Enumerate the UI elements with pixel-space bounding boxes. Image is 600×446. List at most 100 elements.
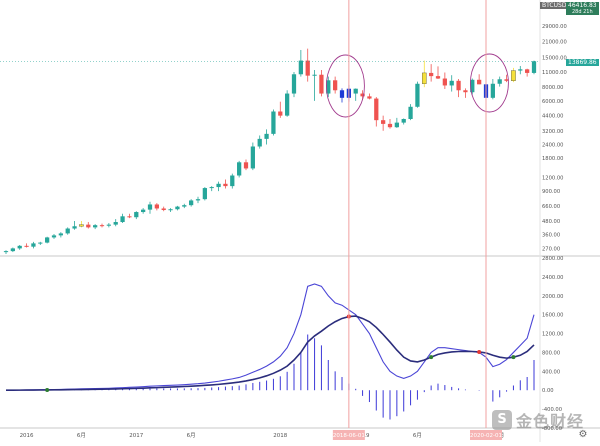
candle-body <box>154 204 159 209</box>
macd-axis-tick-label: 1600.00 <box>542 313 563 319</box>
highlight-ellipse <box>325 54 365 118</box>
watermark-text: 金色财经 <box>516 412 585 431</box>
price-axis-tick-label: 8000.00 <box>542 85 563 91</box>
candle-body <box>285 93 290 116</box>
cross-marker <box>477 349 482 354</box>
time-axis-tick-label: 6月 <box>413 432 422 439</box>
bar-countdown: 28d 21h <box>571 9 593 15</box>
price-axis-tick-label: 21000.00 <box>542 39 567 45</box>
candle-body <box>339 90 345 98</box>
candle-body <box>31 243 36 247</box>
candle-body <box>470 79 475 93</box>
candle-body <box>86 224 91 228</box>
candle-body <box>72 226 77 229</box>
candle-body <box>511 70 516 81</box>
time-axis-tick-label: 2018 <box>273 433 287 439</box>
watermark: S 金色财经 <box>492 408 584 432</box>
candle-body <box>99 225 105 227</box>
date-marker-bg <box>470 430 502 440</box>
candle-body <box>38 242 43 244</box>
candle-body <box>161 208 166 211</box>
candle-body <box>305 60 310 76</box>
candle-body <box>93 225 98 228</box>
candle-body <box>408 106 413 120</box>
price-axis-tick-label: 4400.00 <box>542 114 563 120</box>
candle-body <box>278 111 283 116</box>
time-axis-tick-label: 6月 <box>77 432 86 439</box>
candle-body <box>497 79 502 84</box>
candle-body <box>264 133 269 139</box>
candle-body <box>141 209 146 213</box>
candle-body <box>168 209 173 211</box>
macd-axis-tick-label: 800.00 <box>542 350 560 356</box>
macd-axis-tick-label: 1200.00 <box>542 332 563 338</box>
time-axis-tick-label: 6月 <box>187 432 196 439</box>
candle-body <box>230 175 235 187</box>
price-axis-tick-label: 1800.00 <box>542 156 563 162</box>
candle-body <box>525 69 530 73</box>
price-axis-tick-label: 900.00 <box>542 189 560 195</box>
price-axis-tick-label: 3200.00 <box>542 129 563 135</box>
candle-body <box>10 248 15 252</box>
price-axis-tick-label: 11000.00 <box>542 70 567 76</box>
macd-axis-tick-label: 2400.00 <box>542 275 563 281</box>
price-axis-tick-label: 660.00 <box>542 204 560 210</box>
candle-body <box>134 212 139 218</box>
candle-body <box>415 83 420 107</box>
candle-body <box>463 90 468 93</box>
candle-body <box>175 206 180 210</box>
candle-body <box>435 76 441 79</box>
price-axis-tick-label: 29000.00 <box>542 24 567 30</box>
macd-axis-tick-label: 2000.00 <box>542 294 563 300</box>
price-axis-tick-label: 15000.00 <box>542 55 567 61</box>
macd-axis-tick-label: -800.00 <box>542 426 562 432</box>
candle-body <box>257 138 262 147</box>
macd-axis-tick-label: -400.00 <box>542 407 562 413</box>
price-pane <box>0 48 540 254</box>
candle-body <box>381 120 386 124</box>
macd-axis-tick-label: 400.00 <box>542 369 560 375</box>
date-marker-label: 2018-06-01 <box>333 433 365 439</box>
candle-body <box>504 79 509 81</box>
candle-body <box>17 245 22 249</box>
candle-body <box>326 80 331 94</box>
candle-body <box>442 78 447 86</box>
time-axis-tick-label: 2016 <box>20 433 34 439</box>
cross-marker <box>45 387 50 392</box>
price-axis-tick-label: 270.00 <box>542 246 560 252</box>
price-axis-tick-label: 2400.00 <box>542 142 563 148</box>
candle-body <box>79 224 84 227</box>
price-axis-tick-label: 1200.00 <box>542 175 563 181</box>
candle-body <box>271 111 276 134</box>
candle-body <box>65 228 70 234</box>
gear-icon[interactable]: ⚙ <box>578 429 588 440</box>
macd-signal-line <box>5 315 535 392</box>
candle-body <box>182 205 187 207</box>
cross-marker <box>511 355 516 360</box>
last-price-tag: 13869.86 <box>566 59 599 66</box>
candle-body <box>449 80 454 86</box>
candle-body <box>113 222 118 225</box>
candle-body <box>374 98 379 121</box>
candle-body <box>120 216 125 223</box>
candle-body <box>24 245 29 247</box>
candle-body <box>147 204 153 210</box>
date-marker-label: 2020-02-01 <box>470 433 502 439</box>
cross-marker <box>429 355 434 360</box>
candle-body <box>531 61 537 73</box>
macd-axis-tick-label: 2800.00 <box>542 256 563 262</box>
price-axis-tick-label: 360.00 <box>542 233 560 239</box>
candle-body <box>237 162 242 176</box>
candle-body <box>243 162 249 169</box>
candle-body <box>189 200 194 206</box>
candle-body <box>333 80 338 91</box>
candle-body <box>429 72 434 77</box>
macd-axis-tick-label: 0.00 <box>542 388 554 394</box>
candle-body <box>209 187 214 189</box>
candle-body <box>312 74 317 76</box>
candle-body <box>353 88 358 94</box>
candle-body <box>127 216 132 218</box>
